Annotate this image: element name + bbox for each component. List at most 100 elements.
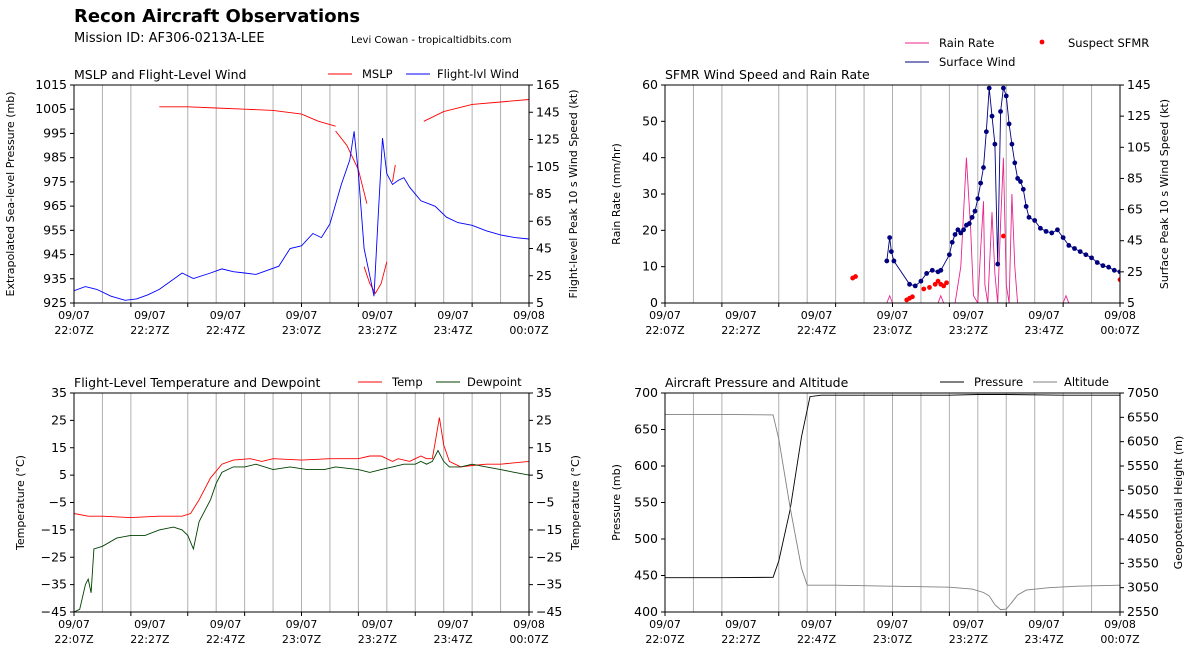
series-suspect-sfmr-point (932, 281, 938, 287)
x-tick-label-date: 09/07 (877, 618, 909, 631)
series-surface-wind-point (1006, 121, 1012, 127)
series-suspect-sfmr-point (910, 294, 915, 300)
y-left-tick-label: 985 (43, 150, 67, 165)
x-tick-label-date: 09/08 (1104, 618, 1136, 631)
series-mslp-line (363, 261, 388, 295)
credit-text: Levi Cowan - tropicaltidbits.com (351, 35, 512, 46)
legend: MSLP Flight-lvl Wind (328, 67, 519, 81)
y-left-tick-label: 5 (59, 467, 67, 482)
series-surface-wind-point (938, 267, 944, 273)
y-right-tick-label: 125 (1127, 108, 1151, 123)
y-right-tick-label: 7050 (1127, 385, 1159, 400)
y-left-tick-label: 10 (642, 259, 658, 274)
series-surface-wind-point (946, 252, 952, 258)
series-suspect-sfmr-point (1001, 233, 1006, 239)
series-suspect-sfmr-point (1117, 277, 1120, 283)
y-left-tick-label: 35 (51, 385, 67, 400)
y-left-tick-label: 700 (634, 385, 658, 400)
chart-panel-2: 09/07 22:07Z 09/07 22:27Z 09/07 22:47Z 09/07 23… (610, 36, 1171, 337)
y-right-tick-label: 6550 (1127, 409, 1159, 424)
y-left-tick-label: −25 (41, 549, 67, 564)
x-tick-label-date: 09/07 (437, 309, 469, 322)
series-suspect-sfmr-point (941, 283, 947, 289)
y-right-tick-label: −45 (536, 604, 562, 619)
series-surface-wind-point (1106, 264, 1112, 270)
series-surface-wind-point (1117, 269, 1120, 275)
y-left-tick-label: 30 (642, 186, 658, 201)
series-surface-wind-point (1083, 252, 1089, 258)
series-surface-wind-point (969, 214, 975, 220)
y-right-tick-label: −15 (536, 522, 562, 537)
x-tick-label-time: 23:27Z (358, 633, 398, 646)
data-layer (665, 394, 1120, 611)
series-surface-wind-point (1049, 230, 1055, 236)
y-right-axis-label: Temperature (°C) (569, 455, 582, 551)
legend-swatch (1039, 39, 1045, 45)
series-surface-wind-point (949, 239, 955, 245)
y-right-tick-label: 45 (536, 241, 552, 256)
y-left-tick-label: −5 (49, 495, 67, 510)
y-left-tick-label: 1015 (35, 77, 67, 92)
y-right-tick-label: 25 (536, 412, 552, 427)
series-surface-wind-point (924, 271, 930, 276)
series-surface-wind-point (978, 180, 984, 186)
y-left-tick-label: 1005 (35, 101, 67, 116)
y-left-tick-label: 995 (43, 125, 67, 140)
x-tick-label-date: 09/07 (362, 618, 394, 631)
series-surface-wind-point (891, 258, 897, 264)
x-tick-label-time: 23:07Z (282, 633, 322, 646)
x-tick-label-time: 23:27Z (949, 633, 989, 646)
chart-title: Flight-Level Temperature and Dewpoint (74, 375, 321, 390)
x-tick-label-time: 00:07Z (509, 324, 549, 337)
x-tick-label-date: 09/07 (801, 618, 833, 631)
y-right-tick-label: 85 (536, 186, 552, 201)
y-left-tick-label: 500 (634, 531, 658, 546)
series-surface-wind-point (1111, 267, 1117, 273)
x-tick-label-time: 23:07Z (873, 324, 913, 337)
y-left-tick-label: 600 (634, 458, 658, 473)
series-surface-wind-point (1077, 249, 1083, 255)
series-surface-wind-point (975, 196, 981, 202)
series-surface-wind-point (1094, 260, 1100, 265)
series-surface-wind-point (888, 249, 894, 255)
y-right-tick-label: 65 (536, 213, 552, 228)
x-tick-label-time: 22:07Z (645, 633, 685, 646)
chart-title: Aircraft Pressure and Altitude (665, 375, 849, 390)
x-tick-label-date: 09/07 (134, 309, 166, 322)
y-left-tick-label: 450 (634, 568, 658, 583)
y-right-tick-label: 145 (536, 104, 560, 119)
x-tick-label-time: 22:27Z (721, 633, 761, 646)
series-suspect-sfmr-point (921, 286, 927, 292)
y-left-tick-label: 50 (642, 113, 658, 128)
x-tick-label-time: 00:07Z (1100, 633, 1140, 646)
y-right-tick-label: −35 (536, 577, 562, 592)
y-left-tick-label: 0 (650, 295, 658, 310)
legend: Temp Dewpoint (358, 375, 522, 389)
chart-title: MSLP and Flight-Level Wind (74, 67, 246, 82)
series-surface-wind-point (1003, 93, 1009, 99)
series-surface-wind-point (992, 141, 998, 147)
y-left-axis-label: Pressure (mb) (610, 464, 623, 541)
y-right-tick-label: 2550 (1127, 604, 1159, 619)
series-surface-wind-point (1055, 227, 1060, 233)
x-tick-label-time: 22:07Z (54, 324, 94, 337)
x-tick-label-date: 09/07 (649, 618, 681, 631)
y-left-tick-label: 40 (642, 150, 658, 165)
series-surface-wind-point (1066, 242, 1072, 248)
series-surface-wind-point (983, 129, 989, 135)
x-tick-label-time: 22:27Z (721, 324, 761, 337)
mission-id: Mission ID: AF306-0213A-LEE (74, 31, 265, 46)
y-right-tick-label: 65 (1127, 202, 1143, 217)
x-tick-label-date: 09/07 (210, 309, 242, 322)
x-tick-label-time: 00:07Z (509, 633, 549, 646)
x-tick-label-time: 22:07Z (54, 633, 94, 646)
x-tick-label-time: 22:27Z (130, 324, 170, 337)
y-right-tick-label: 4050 (1127, 531, 1159, 546)
y-left-tick-label: 15 (51, 440, 67, 455)
x-tick-label-date: 09/07 (134, 618, 166, 631)
series-mslp-line (335, 130, 368, 204)
series-suspect-sfmr-point (935, 278, 941, 284)
series-mslp-line (392, 164, 396, 182)
series-mslp-line (159, 106, 336, 127)
